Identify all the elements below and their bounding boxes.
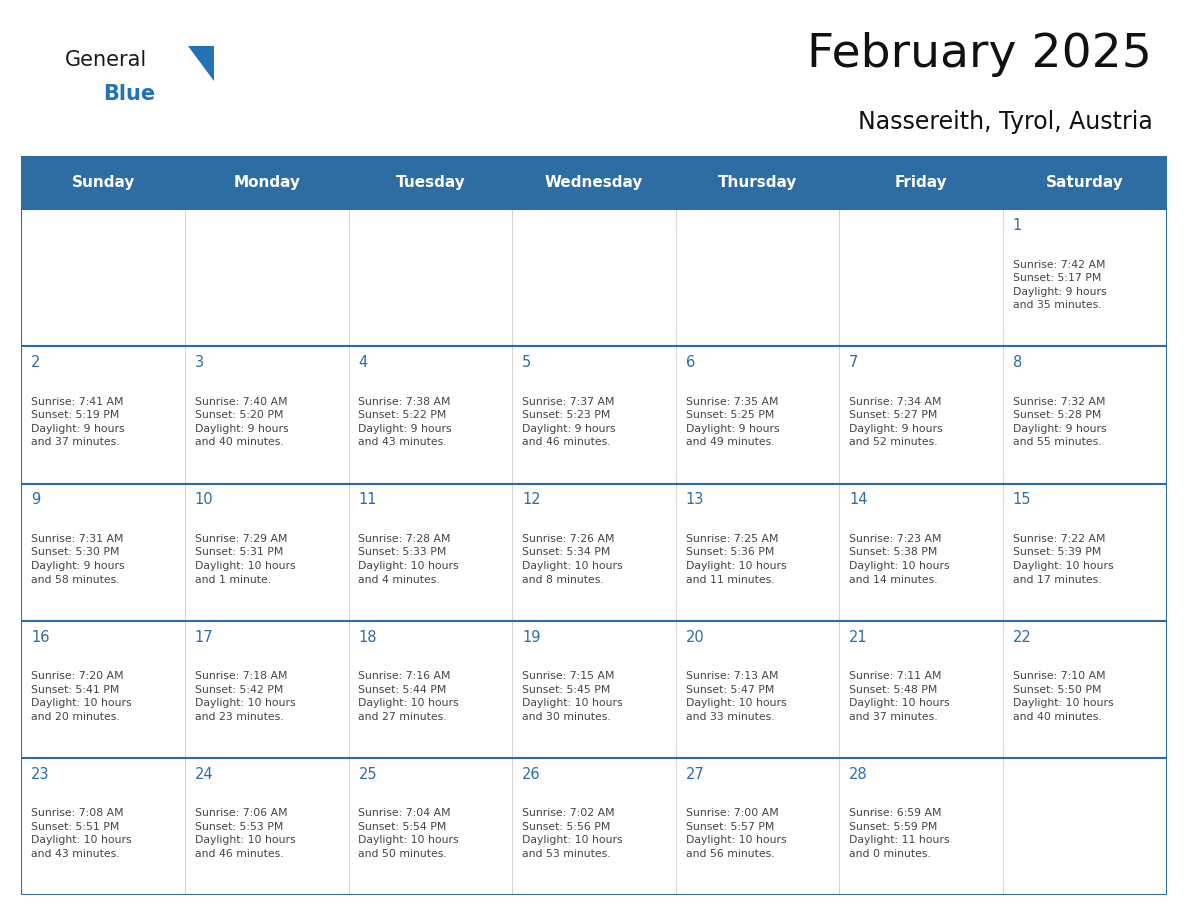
Bar [21, 621, 1167, 758]
Text: 24: 24 [195, 767, 214, 782]
Text: Monday: Monday [233, 175, 301, 190]
Text: Saturday: Saturday [1045, 175, 1124, 190]
Text: Sunrise: 7:06 AM
Sunset: 5:53 PM
Daylight: 10 hours
and 46 minutes.: Sunrise: 7:06 AM Sunset: 5:53 PM Dayligh… [195, 808, 296, 859]
Text: Sunrise: 7:34 AM
Sunset: 5:27 PM
Daylight: 9 hours
and 52 minutes.: Sunrise: 7:34 AM Sunset: 5:27 PM Dayligh… [849, 397, 943, 447]
Text: 28: 28 [849, 767, 868, 782]
Text: Sunrise: 7:23 AM
Sunset: 5:38 PM
Daylight: 10 hours
and 14 minutes.: Sunrise: 7:23 AM Sunset: 5:38 PM Dayligh… [849, 534, 950, 585]
Text: 14: 14 [849, 492, 867, 508]
Text: 9: 9 [31, 492, 40, 508]
Text: Sunrise: 7:15 AM
Sunset: 5:45 PM
Daylight: 10 hours
and 30 minutes.: Sunrise: 7:15 AM Sunset: 5:45 PM Dayligh… [522, 671, 623, 722]
Text: 18: 18 [359, 630, 377, 644]
Text: 6: 6 [685, 355, 695, 370]
Text: Sunrise: 7:29 AM
Sunset: 5:31 PM
Daylight: 10 hours
and 1 minute.: Sunrise: 7:29 AM Sunset: 5:31 PM Dayligh… [195, 534, 296, 585]
Text: 10: 10 [195, 492, 214, 508]
Text: Blue: Blue [103, 84, 156, 105]
Text: Sunrise: 7:11 AM
Sunset: 5:48 PM
Daylight: 10 hours
and 37 minutes.: Sunrise: 7:11 AM Sunset: 5:48 PM Dayligh… [849, 671, 950, 722]
Polygon shape [188, 46, 214, 81]
Text: Sunrise: 7:41 AM
Sunset: 5:19 PM
Daylight: 9 hours
and 37 minutes.: Sunrise: 7:41 AM Sunset: 5:19 PM Dayligh… [31, 397, 125, 447]
Text: 3: 3 [195, 355, 204, 370]
Text: Sunrise: 7:28 AM
Sunset: 5:33 PM
Daylight: 10 hours
and 4 minutes.: Sunrise: 7:28 AM Sunset: 5:33 PM Dayligh… [359, 534, 459, 585]
Text: 4: 4 [359, 355, 367, 370]
Text: Sunrise: 7:42 AM
Sunset: 5:17 PM
Daylight: 9 hours
and 35 minutes.: Sunrise: 7:42 AM Sunset: 5:17 PM Dayligh… [1013, 260, 1106, 310]
Text: 22: 22 [1013, 630, 1031, 644]
Text: Sunrise: 7:32 AM
Sunset: 5:28 PM
Daylight: 9 hours
and 55 minutes.: Sunrise: 7:32 AM Sunset: 5:28 PM Dayligh… [1013, 397, 1106, 447]
Text: Sunrise: 7:16 AM
Sunset: 5:44 PM
Daylight: 10 hours
and 27 minutes.: Sunrise: 7:16 AM Sunset: 5:44 PM Dayligh… [359, 671, 459, 722]
Text: Sunrise: 7:25 AM
Sunset: 5:36 PM
Daylight: 10 hours
and 11 minutes.: Sunrise: 7:25 AM Sunset: 5:36 PM Dayligh… [685, 534, 786, 585]
Text: 21: 21 [849, 630, 868, 644]
Text: Sunrise: 7:20 AM
Sunset: 5:41 PM
Daylight: 10 hours
and 20 minutes.: Sunrise: 7:20 AM Sunset: 5:41 PM Dayligh… [31, 671, 132, 722]
Text: Sunrise: 7:31 AM
Sunset: 5:30 PM
Daylight: 9 hours
and 58 minutes.: Sunrise: 7:31 AM Sunset: 5:30 PM Dayligh… [31, 534, 125, 585]
Bar [21, 484, 1167, 621]
Text: 13: 13 [685, 492, 704, 508]
Text: 17: 17 [195, 630, 214, 644]
Text: 20: 20 [685, 630, 704, 644]
Bar [21, 758, 1167, 895]
Text: 26: 26 [522, 767, 541, 782]
Text: 5: 5 [522, 355, 531, 370]
Text: 2: 2 [31, 355, 40, 370]
Text: Sunrise: 6:59 AM
Sunset: 5:59 PM
Daylight: 11 hours
and 0 minutes.: Sunrise: 6:59 AM Sunset: 5:59 PM Dayligh… [849, 808, 949, 859]
Text: Friday: Friday [895, 175, 948, 190]
Text: Tuesday: Tuesday [396, 175, 466, 190]
Text: 12: 12 [522, 492, 541, 508]
Text: Sunrise: 7:00 AM
Sunset: 5:57 PM
Daylight: 10 hours
and 56 minutes.: Sunrise: 7:00 AM Sunset: 5:57 PM Dayligh… [685, 808, 786, 859]
Text: 23: 23 [31, 767, 50, 782]
Text: February 2025: February 2025 [808, 32, 1152, 77]
Text: Sunrise: 7:08 AM
Sunset: 5:51 PM
Daylight: 10 hours
and 43 minutes.: Sunrise: 7:08 AM Sunset: 5:51 PM Dayligh… [31, 808, 132, 859]
Text: 11: 11 [359, 492, 377, 508]
Text: Sunrise: 7:38 AM
Sunset: 5:22 PM
Daylight: 9 hours
and 43 minutes.: Sunrise: 7:38 AM Sunset: 5:22 PM Dayligh… [359, 397, 453, 447]
Text: Sunday: Sunday [71, 175, 135, 190]
Text: 25: 25 [359, 767, 377, 782]
Text: 1: 1 [1013, 218, 1022, 233]
Text: Sunrise: 7:35 AM
Sunset: 5:25 PM
Daylight: 9 hours
and 49 minutes.: Sunrise: 7:35 AM Sunset: 5:25 PM Dayligh… [685, 397, 779, 447]
Text: Sunrise: 7:18 AM
Sunset: 5:42 PM
Daylight: 10 hours
and 23 minutes.: Sunrise: 7:18 AM Sunset: 5:42 PM Dayligh… [195, 671, 296, 722]
Bar [21, 209, 1167, 346]
Text: General: General [65, 50, 147, 71]
Bar [21, 156, 1167, 209]
Text: Sunrise: 7:40 AM
Sunset: 5:20 PM
Daylight: 9 hours
and 40 minutes.: Sunrise: 7:40 AM Sunset: 5:20 PM Dayligh… [195, 397, 289, 447]
Text: Sunrise: 7:04 AM
Sunset: 5:54 PM
Daylight: 10 hours
and 50 minutes.: Sunrise: 7:04 AM Sunset: 5:54 PM Dayligh… [359, 808, 459, 859]
Text: Nassereith, Tyrol, Austria: Nassereith, Tyrol, Austria [858, 110, 1152, 134]
Bar [21, 346, 1167, 484]
Text: Sunrise: 7:10 AM
Sunset: 5:50 PM
Daylight: 10 hours
and 40 minutes.: Sunrise: 7:10 AM Sunset: 5:50 PM Dayligh… [1013, 671, 1113, 722]
Text: 7: 7 [849, 355, 859, 370]
Text: Thursday: Thursday [718, 175, 797, 190]
Text: Sunrise: 7:22 AM
Sunset: 5:39 PM
Daylight: 10 hours
and 17 minutes.: Sunrise: 7:22 AM Sunset: 5:39 PM Dayligh… [1013, 534, 1113, 585]
Text: 16: 16 [31, 630, 50, 644]
Text: 27: 27 [685, 767, 704, 782]
Text: Sunrise: 7:13 AM
Sunset: 5:47 PM
Daylight: 10 hours
and 33 minutes.: Sunrise: 7:13 AM Sunset: 5:47 PM Dayligh… [685, 671, 786, 722]
Text: 8: 8 [1013, 355, 1022, 370]
Text: Wednesday: Wednesday [545, 175, 643, 190]
Text: Sunrise: 7:02 AM
Sunset: 5:56 PM
Daylight: 10 hours
and 53 minutes.: Sunrise: 7:02 AM Sunset: 5:56 PM Dayligh… [522, 808, 623, 859]
Text: Sunrise: 7:37 AM
Sunset: 5:23 PM
Daylight: 9 hours
and 46 minutes.: Sunrise: 7:37 AM Sunset: 5:23 PM Dayligh… [522, 397, 615, 447]
Text: 15: 15 [1013, 492, 1031, 508]
Text: 19: 19 [522, 630, 541, 644]
Text: Sunrise: 7:26 AM
Sunset: 5:34 PM
Daylight: 10 hours
and 8 minutes.: Sunrise: 7:26 AM Sunset: 5:34 PM Dayligh… [522, 534, 623, 585]
